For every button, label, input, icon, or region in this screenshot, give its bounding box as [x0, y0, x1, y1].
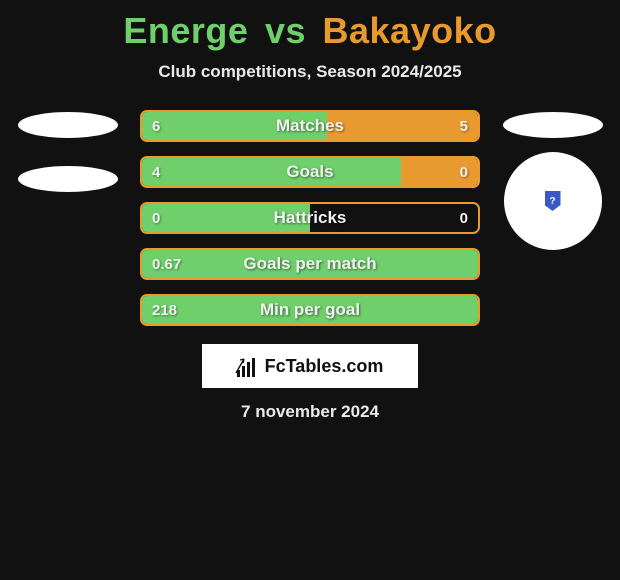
player1-avatar-placeholder	[18, 112, 118, 138]
date-label: 7 november 2024	[10, 402, 610, 422]
stat-bar-goals-per-match: 0.67 Goals per match	[140, 248, 480, 280]
badge-glyph: ?	[549, 196, 555, 207]
widget-root: Energe vs Bakayoko Club competitions, Se…	[0, 0, 620, 430]
brand-link[interactable]: FcTables.com	[202, 344, 418, 388]
stat-label: Min per goal	[142, 300, 478, 320]
shield-icon: ?	[545, 191, 561, 211]
player2-avatar-placeholder	[503, 112, 603, 138]
stat-label: Goals per match	[142, 254, 478, 274]
comparison-block: 6 Matches 5 4 Goals 0 0 Hattricks 0	[10, 110, 610, 326]
player2-club-badge: ?	[504, 152, 602, 250]
stat-right-value: 0	[460, 210, 468, 227]
player1-club-placeholder	[18, 166, 118, 192]
player2-name: Bakayoko	[323, 10, 497, 51]
right-avatar-col: ?	[500, 110, 605, 250]
stat-bar-min-per-goal: 218 Min per goal	[140, 294, 480, 326]
stat-label: Goals	[142, 162, 478, 182]
left-avatar-col	[15, 110, 120, 192]
vs-label: vs	[265, 10, 306, 51]
stat-label: Matches	[142, 116, 478, 136]
stat-right-value: 0	[460, 164, 468, 181]
stat-bar-goals: 4 Goals 0	[140, 156, 480, 188]
player1-name: Energe	[123, 10, 248, 51]
bars-column: 6 Matches 5 4 Goals 0 0 Hattricks 0	[140, 110, 480, 326]
chart-arrow-icon	[237, 355, 259, 377]
stat-right-value: 5	[460, 118, 468, 135]
stat-bar-matches: 6 Matches 5	[140, 110, 480, 142]
stat-label: Hattricks	[142, 208, 478, 228]
subtitle: Club competitions, Season 2024/2025	[10, 62, 610, 82]
brand-name: FcTables.com	[265, 356, 384, 377]
title: Energe vs Bakayoko	[10, 10, 610, 52]
stat-bar-hattricks: 0 Hattricks 0	[140, 202, 480, 234]
